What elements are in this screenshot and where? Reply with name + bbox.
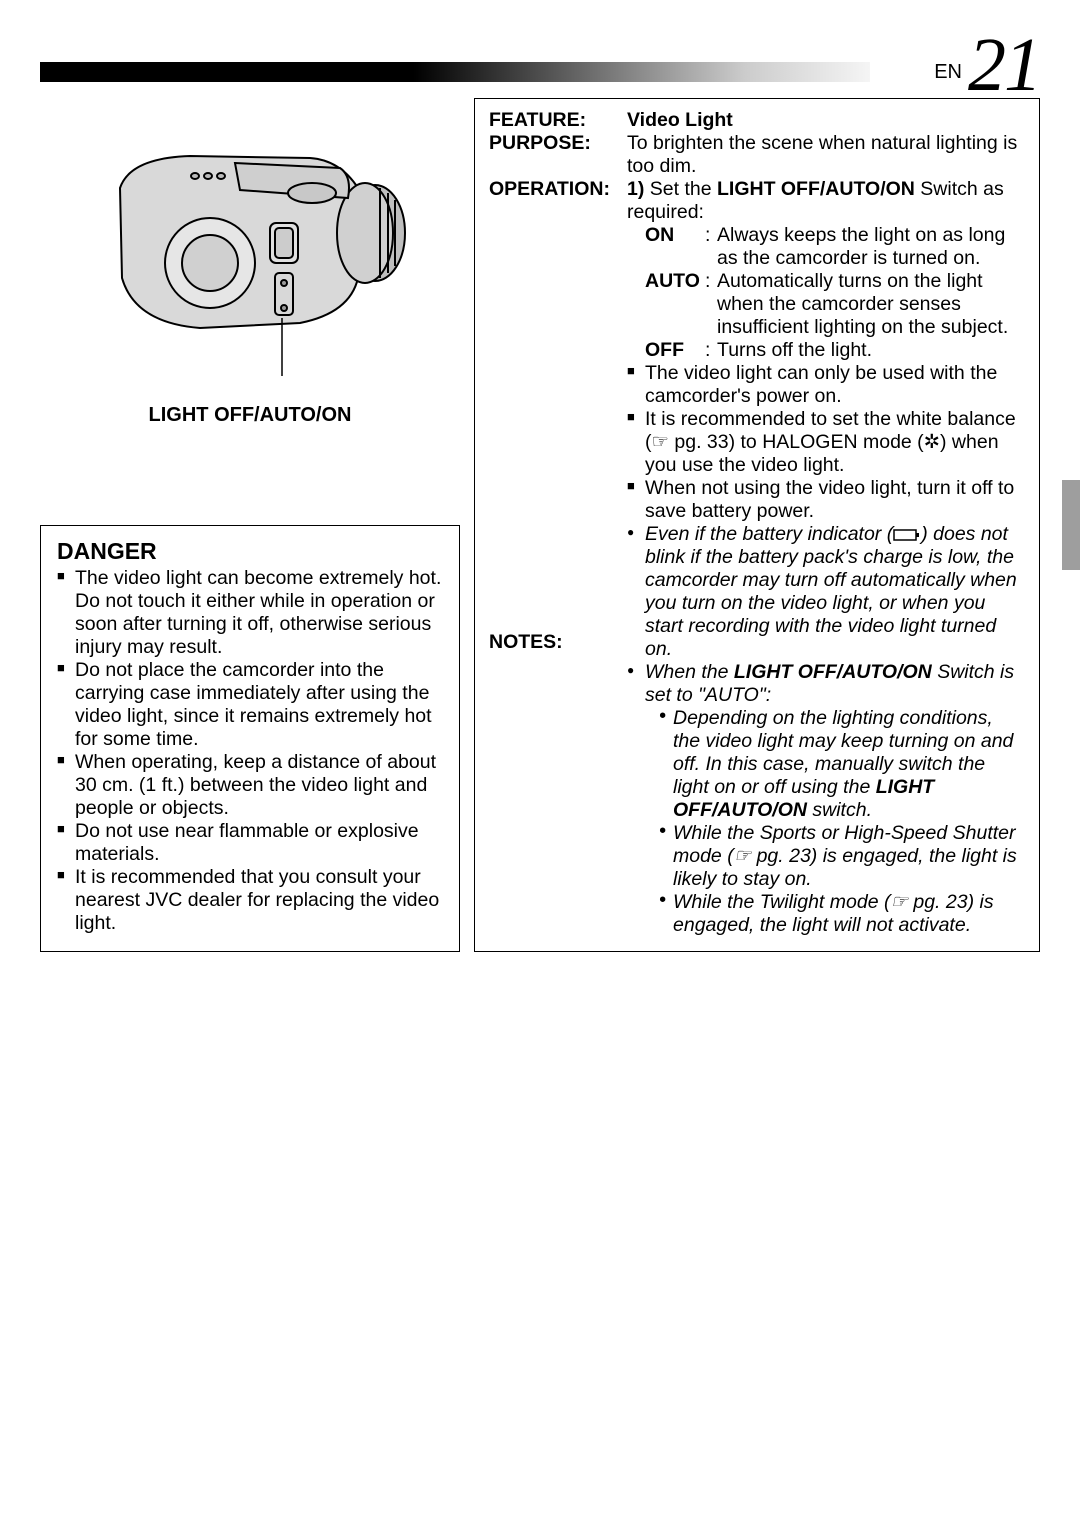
mode-list: ON : Always keeps the light on as long a… <box>627 224 1025 362</box>
note-sub-item: While the Sports or High-Speed Shutter m… <box>659 822 1025 891</box>
battery-icon <box>893 528 921 542</box>
feature-value: Video Light <box>627 109 1025 132</box>
note-sub-item: Depending on the lighting conditions, th… <box>659 707 1025 822</box>
note-item: Even if the battery indicator () does no… <box>627 523 1025 661</box>
feature-panel: FEATURE: PURPOSE: OPERATION: NOTES: Vide… <box>474 98 1040 952</box>
section-tab <box>1062 480 1080 570</box>
danger-list: The video light can become extremely hot… <box>57 567 443 935</box>
danger-item: When operating, keep a distance of about… <box>57 751 443 820</box>
camcorder-svg <box>80 128 420 398</box>
notes-sub-list: Depending on the lighting conditions, th… <box>645 707 1025 937</box>
danger-box: DANGER The video light can become extrem… <box>40 525 460 952</box>
mode-on: ON : Always keeps the light on as long a… <box>645 224 1025 270</box>
camcorder-illustration: LIGHT OFF/AUTO/ON <box>40 98 460 427</box>
feature-label: FEATURE: <box>489 109 627 132</box>
en-label: EN <box>934 61 962 83</box>
op-bullet: When not using the video light, turn it … <box>627 477 1025 523</box>
danger-item: Do not use near flammable or explosive m… <box>57 820 443 866</box>
note-sub-item: While the Twilight mode (☞ pg. 23) is en… <box>659 891 1025 937</box>
step-number: 1) <box>627 178 644 200</box>
danger-title: DANGER <box>57 538 443 565</box>
danger-item: Do not place the camcorder into the carr… <box>57 659 443 751</box>
operation-label: OPERATION: <box>489 178 627 201</box>
operation-bullets: The video light can only be used with th… <box>627 362 1025 523</box>
operation-step: 1) Set the LIGHT OFF/AUTO/ON Switch as r… <box>627 178 1025 224</box>
note-item: When the LIGHT OFF/AUTO/ON Switch is set… <box>627 661 1025 937</box>
page-num-value: 21 <box>968 23 1040 107</box>
danger-item: The video light can become extremely hot… <box>57 567 443 659</box>
op-bullet: It is recommended to set the white balan… <box>627 408 1025 477</box>
op-bullet: The video light can only be used with th… <box>627 362 1025 408</box>
mode-off: OFF : Turns off the light. <box>645 339 1025 362</box>
notes-list: Even if the battery indicator () does no… <box>627 523 1025 937</box>
notes-label: NOTES: <box>489 631 627 654</box>
figure-caption: LIGHT OFF/AUTO/ON <box>40 404 460 427</box>
mode-auto: AUTO : Automatically turns on the light … <box>645 270 1025 339</box>
purpose-label: PURPOSE: <box>489 132 627 155</box>
danger-item: It is recommended that you consult your … <box>57 866 443 935</box>
page-number: EN 21 <box>934 22 1040 109</box>
header-gradient <box>40 62 870 82</box>
purpose-value: To brighten the scene when natural light… <box>627 132 1025 178</box>
header-bar: EN21 <box>40 40 1040 90</box>
